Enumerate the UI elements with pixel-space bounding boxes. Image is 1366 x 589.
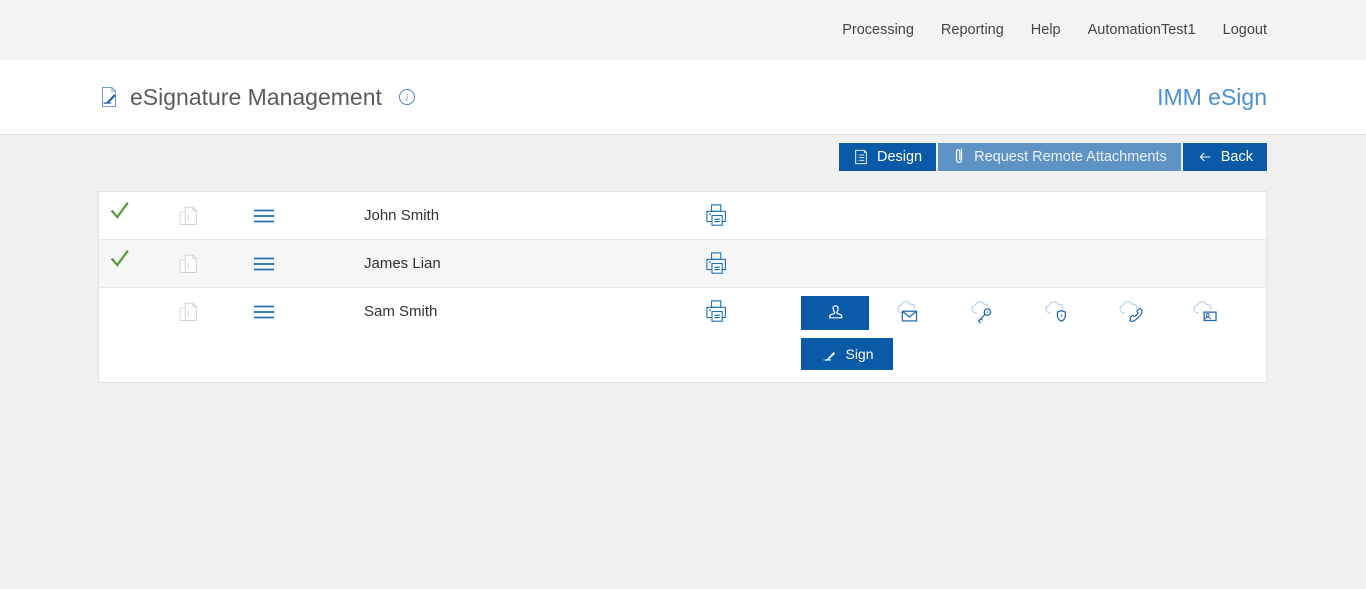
- svg-text:1: 1: [186, 212, 190, 221]
- svg-text:?: ?: [1060, 313, 1063, 318]
- svg-text:1: 1: [186, 260, 190, 269]
- svg-text:i: i: [406, 93, 409, 103]
- svg-text:1: 1: [186, 308, 190, 317]
